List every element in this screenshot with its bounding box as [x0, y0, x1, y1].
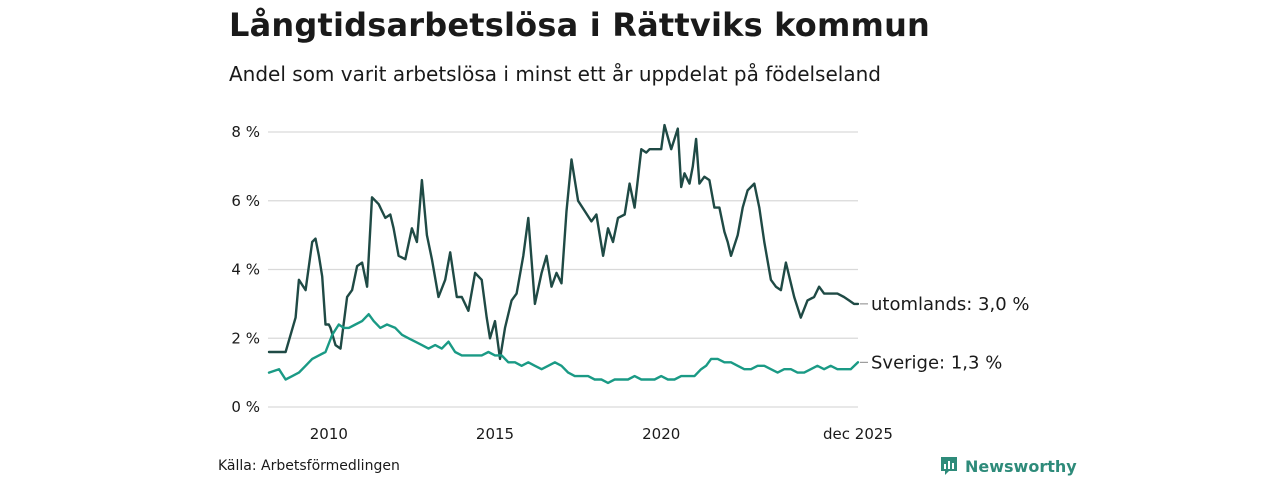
- y-tick-label: 6 %: [231, 192, 260, 210]
- x-tick-label: dec 2025: [823, 425, 893, 443]
- newsworthy-logo-icon: [941, 457, 957, 475]
- end-label-utomlands: utomlands: 3,0 %: [871, 294, 1030, 315]
- series-line-utomlands: [267, 123, 860, 361]
- brand-logo: Newsworthy: [939, 455, 1077, 477]
- chart-title: Långtidsarbetslösa i Rättviks kommun: [229, 6, 931, 44]
- x-tick-label: 2010: [310, 425, 348, 443]
- end-label-sverige: Sverige: 1,3 %: [871, 352, 1002, 373]
- y-tick-label: 0 %: [231, 398, 260, 416]
- y-tick-label: 4 %: [231, 261, 260, 279]
- chart-subtitle: Andel som varit arbetslösa i minst ett å…: [229, 62, 881, 86]
- source-note: Källa: Arbetsförmedlingen: [218, 458, 400, 474]
- y-tick-label: 2 %: [231, 329, 260, 347]
- brand-name: Newsworthy: [965, 456, 1077, 476]
- y-tick-label: 8 %: [231, 123, 260, 141]
- x-tick-label: 2015: [476, 425, 514, 443]
- series-line-sverige: [267, 313, 860, 385]
- x-tick-label: 2020: [642, 425, 680, 443]
